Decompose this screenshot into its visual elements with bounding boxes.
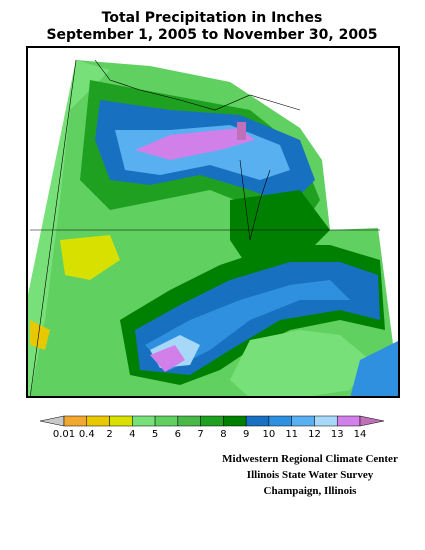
legend-label: 8 — [220, 429, 226, 440]
legend-swatch — [336, 415, 361, 427]
legend-swatch — [63, 415, 88, 427]
credit: Illinois State Water Survey — [247, 469, 374, 481]
legend-swatch — [154, 415, 179, 427]
legend-label: 9 — [243, 429, 249, 440]
credit: Champaign, Illinois — [264, 485, 358, 497]
legend: 0.01 0.4 2 4 5 6 7 8 9 10 11 12 13 14 — [39, 415, 385, 440]
title: Total Precipitation in Inches — [102, 10, 323, 26]
credit: Midwestern Regional Climate Center — [222, 453, 398, 465]
legend-swatch — [245, 415, 270, 427]
legend-swatch — [177, 415, 201, 427]
subtitle: September 1, 2005 to November 30, 2005 — [46, 27, 377, 43]
legend-label: 10 — [263, 429, 276, 440]
legend-label: 12 — [308, 429, 321, 440]
legend-label: 6 — [175, 429, 181, 440]
legend-swatch — [268, 415, 292, 427]
legend-label: 11 — [285, 429, 298, 440]
legend-swatch — [223, 415, 247, 427]
legend-swatch — [109, 415, 133, 427]
legend-swatch — [200, 415, 224, 427]
legend-swatch — [86, 415, 110, 427]
map — [26, 46, 400, 398]
legend-label: 0.01 — [53, 429, 75, 440]
legend-swatch — [291, 415, 315, 427]
legend-swatch — [132, 415, 156, 427]
legend-label: 14 — [354, 429, 367, 440]
legend-label: 0.4 — [79, 429, 95, 440]
legend-swatch — [39, 415, 65, 427]
legend-swatch — [359, 415, 385, 427]
legend-label: 5 — [152, 429, 158, 440]
legend-label: 4 — [129, 429, 135, 440]
legend-label: 7 — [197, 429, 203, 440]
legend-swatch — [314, 415, 338, 427]
legend-label: 2 — [106, 429, 112, 440]
legend-label: 13 — [331, 429, 344, 440]
